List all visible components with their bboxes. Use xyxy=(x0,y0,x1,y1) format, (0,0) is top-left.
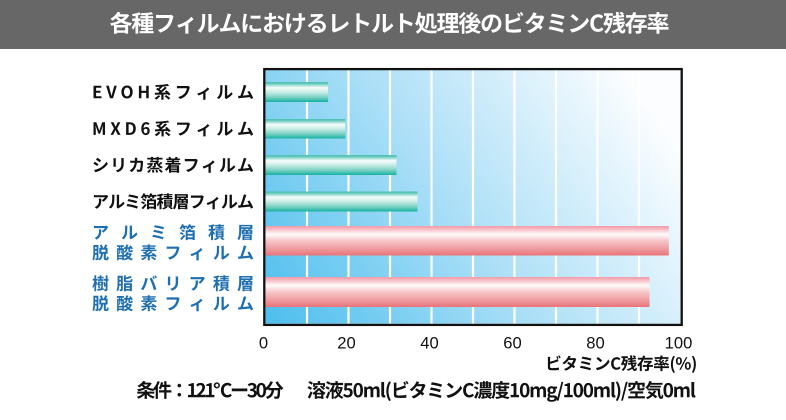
svg-text:20: 20 xyxy=(337,333,355,352)
svg-text:40: 40 xyxy=(420,333,438,352)
svg-text:60: 60 xyxy=(503,333,521,352)
svg-text:80: 80 xyxy=(586,333,604,352)
svg-text:0: 0 xyxy=(259,333,268,352)
svg-text:100: 100 xyxy=(665,333,693,352)
